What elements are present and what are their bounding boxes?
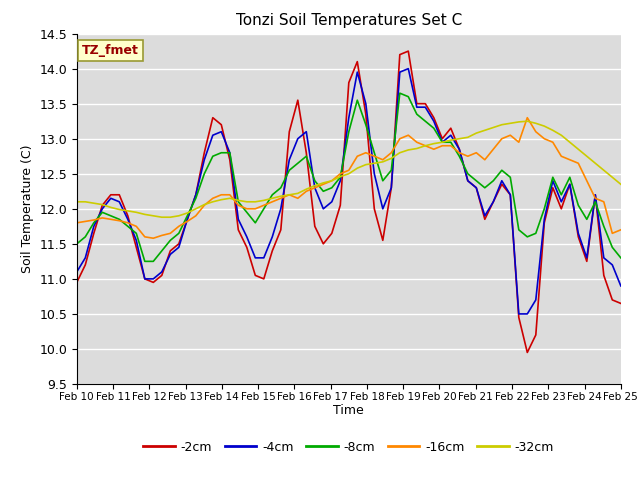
X-axis label: Time: Time [333, 405, 364, 418]
Legend: -2cm, -4cm, -8cm, -16cm, -32cm: -2cm, -4cm, -8cm, -16cm, -32cm [138, 436, 559, 459]
Text: TZ_fmet: TZ_fmet [82, 44, 139, 57]
Y-axis label: Soil Temperature (C): Soil Temperature (C) [20, 144, 34, 273]
Title: Tonzi Soil Temperatures Set C: Tonzi Soil Temperatures Set C [236, 13, 462, 28]
